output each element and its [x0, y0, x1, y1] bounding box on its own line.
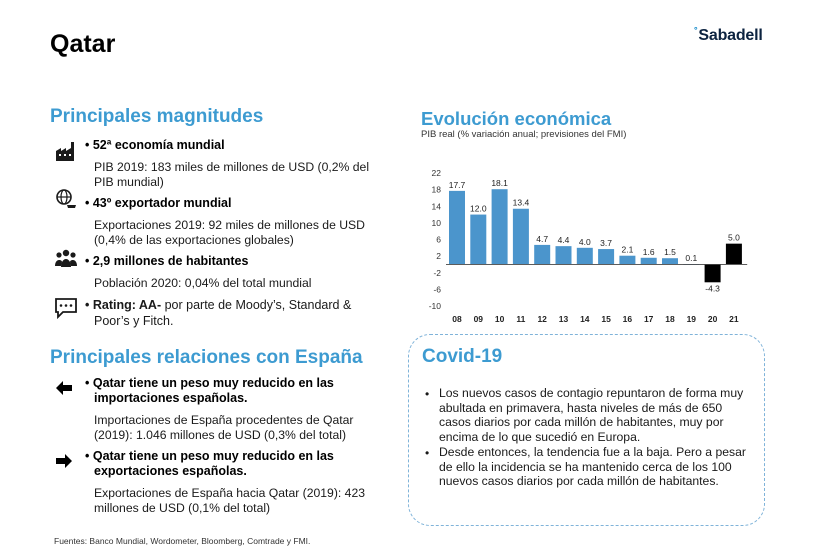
- bar-16: [619, 255, 636, 265]
- people-icon: [54, 247, 78, 271]
- bar-13: [555, 246, 572, 265]
- bar-12: [534, 244, 551, 265]
- chart-subtitle: PIB real (% variación anual; previsiones…: [421, 129, 627, 140]
- covid-p1-line: encima de lo que sucedió en Europa.: [439, 429, 641, 444]
- bullet-economia: • 52ª economía mundial: [85, 138, 225, 152]
- y-tick-label: 6: [436, 235, 441, 245]
- covid-bullet-2: •: [425, 446, 430, 460]
- import-line2: (2019): 1.046 millones de USD (0,3% del …: [94, 428, 347, 442]
- bar-value-label: 1.6: [643, 247, 655, 257]
- x-tick-label: 15: [601, 314, 611, 324]
- covid-p1-line: Los nuevos casos de contagio repuntaron …: [439, 386, 744, 400]
- relations-heading: Principales relaciones con España: [50, 347, 363, 368]
- bar-10: [491, 189, 508, 265]
- x-tick-label: 13: [559, 314, 569, 324]
- bullet-exportador: • 43º exportador mundial: [85, 196, 232, 210]
- covid-point-1: Los nuevos casos de contagio repuntaron …: [439, 386, 743, 444]
- x-tick-label: 21: [729, 314, 739, 324]
- import-bullet-line2: importaciones españolas.: [94, 391, 248, 405]
- bar-11: [512, 208, 529, 265]
- y-tick-label: 22: [432, 168, 442, 178]
- x-tick-label: 17: [644, 314, 654, 324]
- y-tick-label: -6: [433, 284, 441, 294]
- x-tick-label: 19: [687, 314, 697, 324]
- bar-value-label: 18.1: [491, 178, 508, 188]
- x-tick-label: 12: [537, 314, 547, 324]
- bar-value-label: 3.7: [600, 238, 612, 248]
- bar-value-label: -4.3: [705, 283, 720, 293]
- x-tick-label: 08: [452, 314, 462, 324]
- bar-value-label: 4.0: [579, 237, 591, 247]
- logo-text: Sabadell: [698, 27, 763, 44]
- covid-point-2: Desde entonces, la tendencia fue a la ba…: [439, 445, 746, 489]
- bar-value-label: 4.4: [558, 235, 570, 245]
- arrow-left-icon: [56, 381, 72, 395]
- import-bullet-line1: • Qatar tiene un peso muy reducido en la…: [85, 376, 334, 390]
- bar-value-label: 17.7: [449, 180, 466, 190]
- speech-bubble-icon: [54, 296, 78, 320]
- bar-09: [470, 214, 487, 265]
- covid-p2-line: Desde entonces, la tendencia fue a la ba…: [439, 445, 746, 459]
- export-bullet-line2: exportaciones españolas.: [94, 464, 247, 478]
- covid-p2-line: nuevos casos diarios por cada millón de …: [439, 474, 719, 489]
- export-bullet-line1: • Qatar tiene un peso muy reducido en la…: [85, 449, 334, 463]
- x-tick-label: 16: [623, 314, 633, 324]
- covid-p2-line: de ello la incidencia se ha mantenido ce…: [439, 459, 732, 474]
- magnitudes-heading: Principales magnitudes: [50, 106, 264, 127]
- covid-box: [408, 334, 765, 526]
- bar-08: [449, 190, 465, 265]
- pib-line1: PIB 2019: 183 miles de millones de USD (…: [94, 160, 370, 174]
- bar-21: [725, 243, 742, 265]
- sources-note: Fuentes: Banco Mundial, Wordometer, Bloo…: [54, 536, 311, 546]
- rating-line2: Poor’s y Fitch.: [94, 314, 174, 328]
- bar-value-label: 2.1: [621, 245, 633, 255]
- export-rel-line2: millones de USD (0,1% del total): [94, 501, 271, 515]
- covid-heading: Covid-19: [422, 346, 503, 367]
- export-line2: (0,4% de las exportaciones globales): [94, 233, 294, 247]
- import-line1: Importaciones de España procedentes de Q…: [94, 413, 354, 427]
- bar-value-label: 12.0: [470, 204, 487, 214]
- x-tick-label: 11: [516, 314, 525, 324]
- x-tick-label: 09: [474, 314, 484, 324]
- rating-line1: • Rating: AA- por parte de Moody’s, Stan…: [85, 298, 351, 313]
- sabadell-logo: °Sabadell: [694, 25, 763, 45]
- bar-value-label: 1.5: [664, 247, 676, 257]
- gdp-bar-chart: 22 18 14 10 6 2 -2 -6 -10 17.7 08 12.0 09 18.1 10 13.4 1…: [429, 168, 748, 324]
- x-tick-label: 10: [495, 314, 505, 324]
- y-tick-label: -2: [433, 268, 441, 278]
- bullet-habitantes: • 2,9 millones de habitantes: [85, 254, 249, 268]
- rating-agencies: por parte de Moody’s, Standard &: [161, 298, 352, 312]
- covid-p1-line: abultada en primavera, hasta niveles de …: [439, 400, 723, 415]
- x-tick-label: 20: [708, 314, 718, 324]
- rating-label: • Rating: AA-: [85, 298, 162, 312]
- logo-mark: °: [694, 25, 698, 35]
- bar-14: [576, 247, 593, 265]
- y-tick-label: 2: [436, 251, 441, 261]
- covid-bullet-1: •: [425, 387, 430, 401]
- globe-cart-icon: [54, 187, 78, 211]
- y-tick-label: 18: [432, 185, 442, 195]
- page-title: Qatar: [50, 30, 116, 58]
- y-tick-label: 14: [432, 201, 442, 211]
- covid-p1-line: casos diarios por cada millón de habitan…: [439, 415, 724, 430]
- x-tick-label: 18: [665, 314, 675, 324]
- export-rel-line1: Exportaciones de España hacia Qatar (201…: [94, 486, 366, 500]
- chart-heading: Evolución económica: [421, 108, 612, 129]
- export-line1: Exportaciones 2019: 92 miles de millones…: [94, 218, 365, 232]
- bar-value-label: 5.0: [728, 233, 740, 243]
- bar-17: [640, 257, 657, 265]
- arrow-right-icon: [56, 454, 72, 468]
- bar-value-label: 0.1: [685, 253, 697, 263]
- bar-18: [662, 258, 678, 265]
- bar-value-label: 13.4: [513, 198, 530, 208]
- bar-15: [598, 249, 615, 265]
- x-tick-label: 14: [580, 314, 590, 324]
- bar-value-label: 4.7: [536, 234, 548, 244]
- pib-line2: PIB mundial): [94, 175, 164, 189]
- y-tick-label: -10: [429, 301, 442, 311]
- y-tick-label: 10: [432, 218, 442, 228]
- poblacion-line: Población 2020: 0,04% del total mundial: [94, 276, 312, 290]
- bar-20: [704, 264, 721, 283]
- factory-icon: [54, 139, 78, 163]
